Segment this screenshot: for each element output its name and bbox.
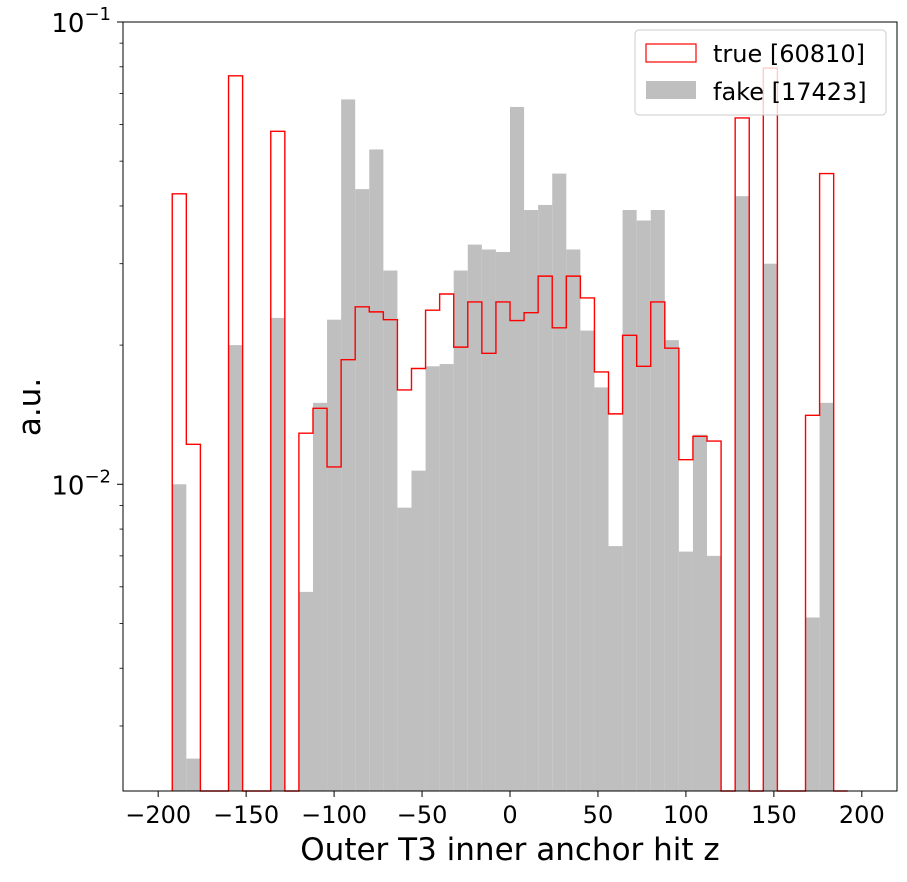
fake-bar-4 [228, 345, 243, 791]
fake-bar-1 [186, 758, 201, 791]
fake-bar-35 [664, 340, 679, 791]
fake-bar-42 [763, 263, 778, 791]
x-axis-ticks: −200 −150 −100 −50 0 50 100 150 200 [125, 791, 885, 829]
fake-bar-25 [524, 210, 539, 791]
fake-bar-18 [425, 366, 440, 791]
legend-true-swatch [645, 43, 697, 63]
x-tick-label: −100 [301, 801, 367, 829]
fake-bar-36 [678, 551, 693, 791]
x-tick-label: 0 [502, 801, 517, 829]
fake-bar-13 [355, 189, 370, 792]
fake-bar-46 [819, 402, 834, 791]
x-tick-label: −150 [213, 801, 279, 829]
fake-bar-23 [495, 252, 510, 791]
y-axis-label: a.u. [12, 378, 48, 436]
fake-bar-0 [172, 484, 187, 791]
fake-bar-45 [805, 617, 820, 791]
x-axis-label: Outer T3 inner anchor hit z [300, 832, 719, 868]
fake-bar-21 [467, 244, 482, 791]
fake-bar-40 [735, 196, 750, 791]
legend-fake-label: fake [17423] [713, 78, 867, 106]
fake-bar-11 [327, 319, 342, 791]
legend-frame [634, 29, 887, 116]
fake-bar-24 [510, 106, 525, 791]
fake-bar-15 [383, 270, 398, 791]
legend: true [60810] fake [17423] [634, 29, 887, 116]
fake-bar-29 [580, 330, 595, 791]
x-tick-label: 50 [583, 801, 614, 829]
fake-bar-31 [608, 546, 623, 791]
y-axis-ticks: 10−1 10−2 [51, 4, 123, 727]
fake-bar-34 [650, 210, 665, 791]
fake-bar-28 [566, 249, 581, 791]
fake-series-bars [172, 99, 834, 792]
fake-bar-32 [622, 210, 637, 791]
fake-bar-12 [341, 99, 356, 791]
x-tick-label: −50 [397, 801, 448, 829]
legend-fake-swatch [646, 81, 696, 99]
fake-bar-14 [369, 149, 384, 792]
x-tick-label: 150 [751, 801, 797, 829]
fake-bar-9 [298, 591, 313, 791]
fake-bar-38 [707, 555, 722, 791]
fake-bar-20 [453, 270, 468, 791]
legend-true-label: true [60810] [713, 40, 865, 68]
fake-bar-26 [538, 204, 553, 791]
fake-bar-22 [481, 249, 496, 791]
y-tick-label: 10−1 [51, 4, 111, 39]
fake-bar-16 [397, 507, 412, 791]
fake-bar-19 [439, 364, 454, 791]
fake-bar-17 [411, 470, 426, 791]
y-tick-label: 10−2 [51, 466, 111, 501]
x-tick-label: 200 [839, 801, 885, 829]
x-tick-label: 100 [663, 801, 709, 829]
fake-bar-30 [594, 387, 609, 791]
x-tick-label: −200 [125, 801, 191, 829]
fake-bar-10 [312, 402, 328, 791]
fake-bar-33 [636, 220, 651, 792]
fake-bar-27 [552, 173, 567, 792]
fake-bar-7 [270, 317, 285, 791]
fake-bar-37 [692, 434, 708, 791]
